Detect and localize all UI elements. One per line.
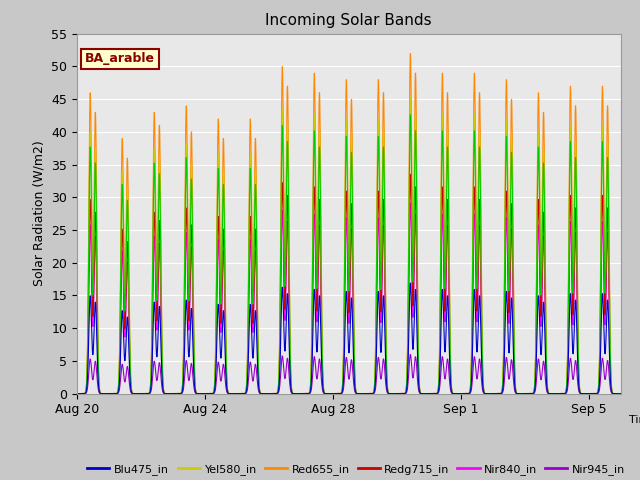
Blu475_in — [73, 391, 81, 396]
Yel580_in — [116, 345, 124, 350]
Red655_in — [191, 360, 198, 366]
Nir945_in — [617, 391, 625, 396]
Yel580_in — [502, 137, 509, 143]
Redg715_in — [502, 202, 509, 208]
X-axis label: Time: Time — [629, 415, 640, 425]
Redg715_in — [105, 391, 113, 396]
Redg715_in — [237, 391, 244, 396]
Nir945_in — [184, 364, 191, 370]
Line: Nir840_in: Nir840_in — [77, 203, 621, 394]
Red655_in — [502, 98, 509, 104]
Legend: Blu475_in, Grn535_in, Yel580_in, Red655_in, Redg715_in, Nir840_in, Nir945_in: Blu475_in, Grn535_in, Yel580_in, Red655_… — [83, 460, 629, 480]
Line: Redg715_in: Redg715_in — [77, 174, 621, 394]
Blu475_in — [406, 280, 414, 286]
Grn535_in — [372, 321, 380, 327]
Yel580_in — [406, 95, 414, 101]
Redg715_in — [617, 391, 625, 396]
Blu475_in — [237, 391, 244, 396]
Blu475_in — [116, 373, 124, 379]
Nir840_in — [406, 200, 414, 206]
Nir945_in — [105, 391, 113, 396]
Text: BA_arable: BA_arable — [85, 52, 155, 65]
Nir945_in — [237, 391, 244, 396]
Grn535_in — [617, 391, 625, 396]
Nir840_in — [502, 227, 509, 233]
Red655_in — [406, 51, 414, 57]
Yel580_in — [617, 391, 625, 396]
Y-axis label: Solar Radiation (W/m2): Solar Radiation (W/m2) — [33, 141, 45, 287]
Yel580_in — [372, 317, 380, 323]
Redg715_in — [372, 336, 380, 342]
Nir840_in — [191, 374, 198, 380]
Nir840_in — [237, 391, 244, 396]
Redg715_in — [406, 171, 414, 177]
Blu475_in — [191, 381, 198, 387]
Grn535_in — [191, 366, 198, 372]
Redg715_in — [191, 372, 198, 377]
Line: Grn535_in: Grn535_in — [77, 115, 621, 394]
Blu475_in — [372, 363, 380, 369]
Nir945_in — [116, 384, 124, 390]
Yel580_in — [73, 391, 81, 396]
Nir840_in — [184, 262, 191, 267]
Nir840_in — [116, 361, 124, 367]
Blu475_in — [184, 316, 191, 322]
Red655_in — [105, 391, 113, 396]
Grn535_in — [73, 391, 81, 396]
Red655_in — [116, 337, 124, 343]
Grn535_in — [502, 151, 509, 157]
Nir840_in — [617, 391, 625, 396]
Grn535_in — [237, 391, 244, 396]
Red655_in — [372, 306, 380, 312]
Title: Incoming Solar Bands: Incoming Solar Bands — [266, 13, 432, 28]
Yel580_in — [184, 191, 191, 196]
Nir945_in — [73, 391, 81, 396]
Nir840_in — [73, 391, 81, 396]
Redg715_in — [116, 357, 124, 362]
Nir945_in — [372, 381, 380, 387]
Yel580_in — [237, 391, 244, 396]
Yel580_in — [105, 391, 113, 396]
Red655_in — [184, 160, 191, 166]
Line: Yel580_in: Yel580_in — [77, 98, 621, 394]
Nir840_in — [372, 343, 380, 349]
Nir840_in — [105, 391, 113, 396]
Line: Nir945_in: Nir945_in — [77, 355, 621, 394]
Blu475_in — [105, 391, 113, 396]
Grn535_in — [406, 112, 414, 118]
Grn535_in — [116, 347, 124, 353]
Redg715_in — [184, 242, 191, 248]
Grn535_in — [105, 391, 113, 396]
Line: Red655_in: Red655_in — [77, 54, 621, 394]
Redg715_in — [73, 391, 81, 396]
Red655_in — [73, 391, 81, 396]
Yel580_in — [191, 364, 198, 370]
Red655_in — [237, 391, 244, 396]
Grn535_in — [184, 202, 191, 208]
Line: Blu475_in: Blu475_in — [77, 283, 621, 394]
Nir945_in — [406, 352, 414, 358]
Blu475_in — [617, 391, 625, 396]
Nir945_in — [191, 387, 198, 393]
Nir945_in — [502, 357, 509, 363]
Blu475_in — [502, 296, 509, 301]
Red655_in — [617, 391, 625, 396]
